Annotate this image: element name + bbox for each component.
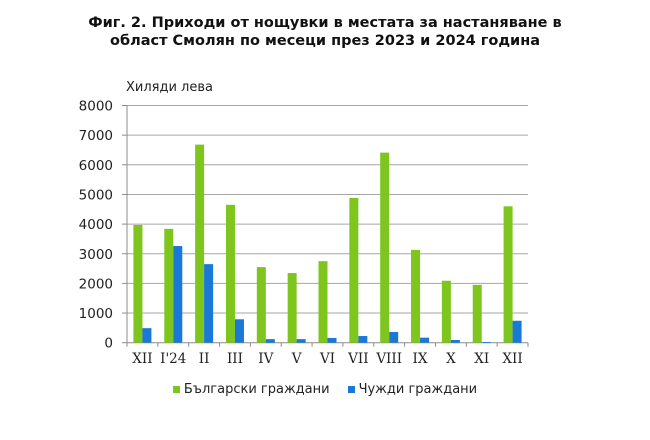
y-tick-label: 5000 bbox=[79, 187, 113, 203]
x-tick-label: XI bbox=[474, 351, 489, 367]
x-tick-label: VI bbox=[319, 351, 335, 367]
bar-bulgarian bbox=[164, 228, 174, 343]
y-tick-label: 4000 bbox=[79, 217, 113, 233]
bar-foreign bbox=[173, 246, 183, 343]
y-tick-label: 0 bbox=[104, 336, 113, 352]
y-tick-label: 1000 bbox=[79, 306, 113, 322]
y-tick-label: 7000 bbox=[79, 128, 113, 144]
bar-foreign bbox=[142, 328, 152, 343]
bar-bulgarian bbox=[256, 267, 266, 343]
bar-bulgarian bbox=[195, 144, 205, 343]
chart-title: Фиг. 2. Приходи от нощувки в местата за … bbox=[0, 14, 650, 50]
chart-title-line-1: Фиг. 2. Приходи от нощувки в местата за … bbox=[88, 15, 562, 31]
x-tick-label: IX bbox=[413, 351, 428, 367]
bar-bulgarian bbox=[225, 204, 235, 343]
x-tick-label: X bbox=[446, 351, 456, 367]
bar-foreign bbox=[358, 336, 368, 343]
x-tick-label: II bbox=[199, 351, 210, 367]
bar-bulgarian bbox=[318, 261, 328, 343]
bar-bulgarian bbox=[441, 280, 451, 343]
y-tick-label: 8000 bbox=[79, 99, 113, 115]
x-tick-label: IV bbox=[258, 351, 273, 367]
bar-foreign bbox=[450, 340, 460, 343]
x-tick-label: III bbox=[227, 351, 243, 367]
legend-swatch-bulgarian bbox=[172, 386, 180, 393]
bar-foreign bbox=[265, 339, 275, 343]
y-tick-label: 2000 bbox=[79, 276, 113, 292]
bar-bulgarian bbox=[133, 224, 143, 343]
legend-item-bulgarian: Български граждани bbox=[172, 382, 330, 397]
bar-foreign bbox=[481, 342, 491, 343]
legend-label-bulgarian: Български граждани bbox=[183, 382, 330, 397]
bar-foreign bbox=[327, 337, 337, 343]
bar-bulgarian bbox=[472, 284, 482, 343]
bar-bulgarian bbox=[380, 152, 390, 343]
bar-bulgarian bbox=[411, 249, 421, 343]
legend-item-foreign: Чужди граждани bbox=[347, 382, 478, 397]
bar-foreign bbox=[234, 319, 244, 343]
bar-foreign bbox=[204, 264, 214, 343]
x-tick-label: XII bbox=[502, 351, 522, 367]
y-tick-label: 3000 bbox=[79, 247, 113, 263]
bar-foreign bbox=[296, 339, 306, 343]
x-tick-label: I'24 bbox=[160, 351, 186, 367]
y-axis-unit-label: Хиляди лева bbox=[126, 80, 213, 95]
chart-title-line-2: област Смолян по месеци през 2023 и 2024… bbox=[109, 33, 541, 49]
x-tick-label: VIII bbox=[375, 351, 402, 367]
x-tick-label: XII bbox=[132, 351, 152, 367]
bar-bulgarian bbox=[349, 198, 359, 343]
x-tick-label: V bbox=[291, 351, 302, 367]
bar-foreign bbox=[389, 332, 399, 343]
y-tick-label: 6000 bbox=[79, 158, 113, 174]
legend: Български граждани Чужди граждани bbox=[0, 382, 650, 397]
bar-foreign bbox=[420, 337, 430, 343]
bar-foreign bbox=[512, 320, 522, 343]
bar-bulgarian bbox=[287, 273, 297, 343]
bar-bulgarian bbox=[503, 206, 513, 343]
legend-swatch-foreign bbox=[347, 386, 355, 393]
x-tick-label: VII bbox=[347, 351, 368, 367]
legend-label-foreign: Чужди граждани bbox=[358, 382, 478, 397]
